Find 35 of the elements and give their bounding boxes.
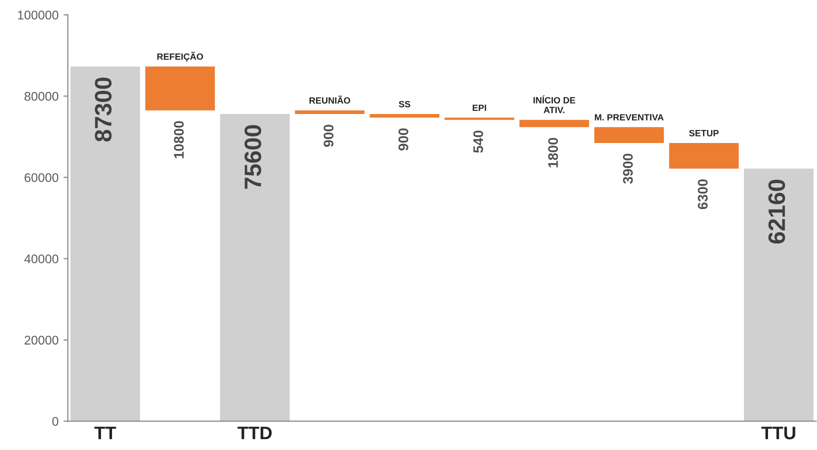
bar [370,114,440,118]
x-tick-label: REFEIÇÃO [157,52,204,62]
bar [220,114,290,422]
data-label: 1800 [548,138,558,168]
x-tick-label: INÍCIO DE ATIV. [534,95,576,114]
x-tick-label: REUNIÃO [310,96,350,104]
x-tick-label: EPI [472,104,486,111]
x-tick-label: SS [398,100,410,108]
bar [145,66,215,110]
data-label: 3900 [622,154,633,184]
data-label: 62160 [768,180,786,244]
x-tick-label: TTD [238,426,272,440]
bar [294,110,365,114]
y-tick-label: 60000 [24,173,58,182]
y-tick-label: 0 [52,417,58,426]
x-tick-label: M. PREVENTIVA [594,114,664,120]
data-label: 6300 [698,179,708,210]
y-tick-label: 80000 [24,92,58,101]
bar [70,66,140,422]
bar [669,143,739,169]
data-label: 540 [473,130,484,153]
data-label: 900 [398,128,408,151]
bar [594,127,664,144]
data-label: 10800 [174,121,184,158]
x-tick-label: TT [94,426,116,440]
x-tick-label: TTU [761,426,796,440]
data-label: 87300 [94,78,112,142]
bar [744,168,814,422]
data-label: 75600 [244,125,262,189]
x-tick-label: SETUP [689,130,719,136]
y-tick-label: 20000 [24,336,58,345]
y-tick-label: 100000 [18,10,58,20]
y-tick-label: 40000 [24,254,58,264]
data-label: 900 [324,124,334,147]
bar [519,120,590,128]
